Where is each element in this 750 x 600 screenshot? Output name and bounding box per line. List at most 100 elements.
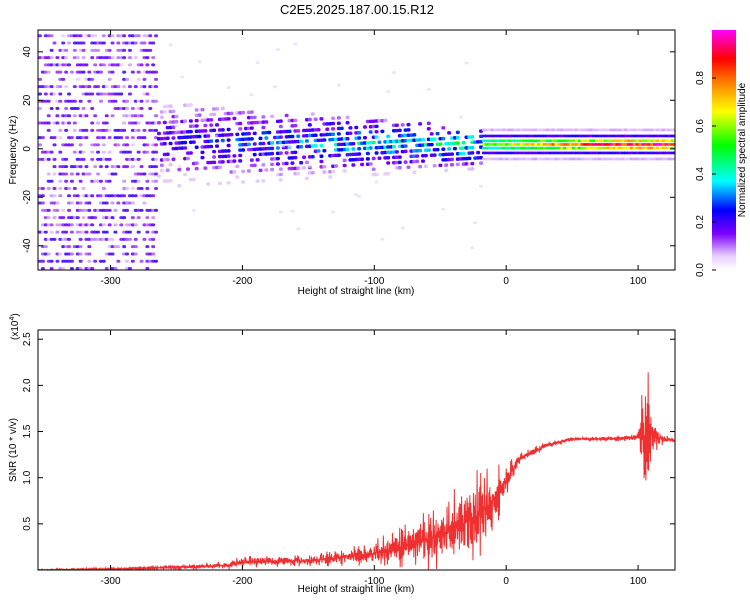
heatmap-cell [496,146,501,150]
heatmap-cell [261,163,266,167]
heatmap-cell [145,34,150,38]
heatmap-cell [145,150,150,154]
heatmap-cell [162,110,167,114]
heatmap-cell [592,146,597,150]
heatmap-cell [107,56,112,60]
heatmap-cell [107,157,112,161]
heatmap-cell [38,34,42,38]
heatmap-cell [519,146,524,150]
heatmap-cell [566,128,571,132]
heatmap-cell [116,128,121,132]
heatmap-cell [560,151,565,155]
heatmap-cell [104,252,109,256]
heatmap-cell [52,41,57,45]
heatmap-cell [362,125,367,129]
heatmap-cell [151,157,156,161]
heatmap-cell [69,259,74,263]
heatmap-cell [93,41,98,45]
heatmap-cell [148,85,153,89]
heatmap-cell [519,143,524,146]
heatmap-cell [502,157,507,161]
heatmap-cell [653,139,658,143]
heatmap-cell [629,128,634,132]
heatmap-cell [273,85,278,89]
heatmap-cell [191,177,196,182]
heatmap-cell [116,63,121,67]
heatmap-cell [148,107,153,110]
spectrogram-x-tick-label: 100 [630,276,647,287]
heatmap-cell [545,157,550,161]
heatmap-cell [125,41,130,45]
heatmap-cell [98,99,103,103]
heatmap-cell [154,114,159,118]
heatmap-cell [122,252,127,256]
heatmap-cell [418,122,423,126]
heatmap-cell [171,153,176,157]
heatmap-cell [516,157,521,161]
heatmap-cell [130,252,135,256]
heatmap-cell [104,92,109,96]
heatmap-cell [145,252,150,256]
heatmap-cell [145,194,150,198]
heatmap-cell [64,187,69,190]
heatmap-cell [96,121,101,125]
heatmap-cell [52,208,57,212]
heatmap-cell [151,245,156,249]
heatmap-cell [84,208,89,212]
heatmap-cell [609,143,614,146]
heatmap-cell [615,128,620,132]
heatmap-cell [603,151,608,155]
heatmap-cell [566,134,571,138]
heatmap-cell [568,157,573,161]
heatmap-cell [98,63,103,67]
heatmap-cell [656,143,661,146]
heatmap-cell [574,146,579,150]
heatmap-cell [133,121,138,125]
heatmap-cell [110,172,115,176]
heatmap-cell [374,124,379,129]
heatmap-cell [525,134,530,138]
heatmap-cell [513,157,518,161]
heatmap-cell [127,237,132,241]
heatmap-cell [638,146,643,150]
heatmap-cell [600,134,605,138]
heatmap-cell [571,143,576,146]
heatmap-cell [110,92,115,96]
heatmap-cell [580,146,585,150]
heatmap-cell [226,127,231,132]
heatmap-cell [52,194,57,198]
heatmap-cell [75,223,80,227]
heatmap-cell [116,259,121,263]
heatmap-cell [537,139,542,143]
heatmap-cell [72,99,77,103]
heatmap-cell [93,48,98,52]
heatmap-cell [38,187,42,190]
heatmap-cell [64,128,69,132]
heatmap-cell [116,136,121,140]
heatmap-cell [49,85,54,89]
heatmap-cell [316,127,321,132]
heatmap-cell [197,113,202,117]
heatmap-cell [101,208,106,212]
heatmap-cell [58,237,63,241]
heatmap-cell [133,41,138,45]
heatmap-cell [64,143,69,147]
heatmap-cell [203,129,208,133]
heatmap-cell [673,146,675,150]
heatmap-cell [52,136,57,140]
heatmap-cell [368,162,373,166]
heatmap-cell [55,230,60,234]
heatmap-cell [635,146,640,150]
heatmap-cell [75,201,80,205]
heatmap-cell [119,63,124,67]
heatmap-cell [75,107,80,110]
heatmap-cell [67,194,72,198]
heatmap-cell [87,201,92,205]
heatmap-cell [299,144,304,149]
heatmap-cell [43,63,48,67]
heatmap-cell [600,151,605,155]
heatmap-cell [84,165,89,169]
snr-series-line [38,372,675,570]
heatmap-cell [461,141,466,145]
